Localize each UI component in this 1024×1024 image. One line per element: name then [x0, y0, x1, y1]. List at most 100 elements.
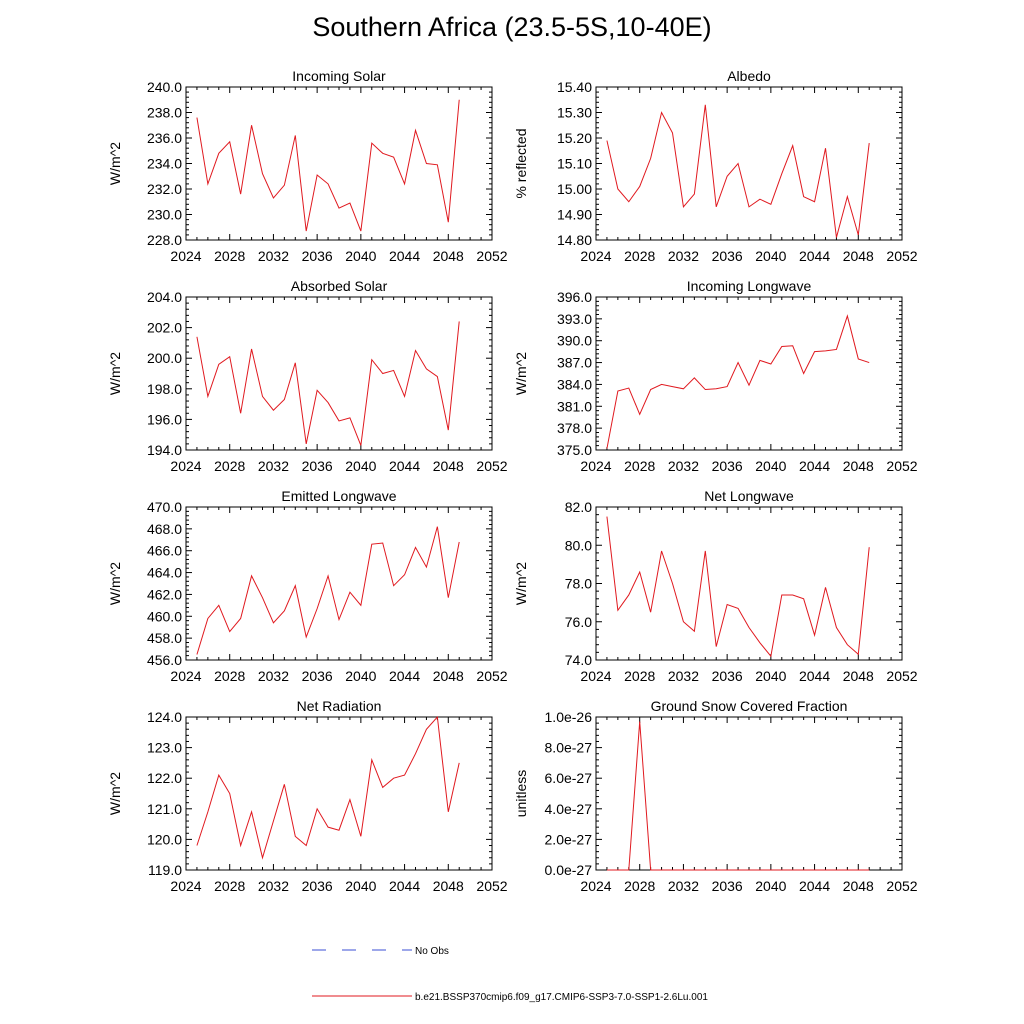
- y-tick-label: 236.0: [147, 130, 182, 146]
- y-tick-label: 378.0: [557, 420, 592, 436]
- y-tick-label: 230.0: [147, 207, 182, 223]
- y-axis-label: W/m^2: [107, 142, 123, 185]
- x-tick-label: 2028: [624, 248, 655, 264]
- y-tick-label: 15.30: [557, 105, 592, 121]
- x-tick-label: 2048: [433, 668, 464, 684]
- series-line-0: [196, 715, 460, 860]
- y-tick-label: 198.0: [147, 381, 182, 397]
- plot-frame: [185, 86, 493, 241]
- y-tick-label: 15.40: [557, 79, 592, 95]
- y-tick-label: 456.0: [147, 652, 182, 668]
- y-tick-label: 1.0e-26: [545, 709, 593, 725]
- chart-panel-5: Net Longwave 2024 2028 2032 2036 2040 2044 2048…: [513, 488, 918, 684]
- x-tick-label: 2036: [302, 458, 333, 474]
- y-tick-label: 381.0: [557, 398, 592, 414]
- y-tick-label: 80.0: [565, 537, 592, 553]
- y-tick-label: 384.0: [557, 376, 592, 392]
- plot-frame: [595, 506, 903, 661]
- x-tick-label: 2048: [843, 878, 874, 894]
- y-tick-label: 204.0: [147, 289, 182, 305]
- x-tick-label: 2044: [389, 458, 420, 474]
- x-tick-label: 2036: [712, 668, 743, 684]
- y-axis-label: % reflected: [513, 128, 529, 198]
- x-tick-label: 2040: [345, 878, 376, 894]
- y-tick-label: 76.0: [565, 614, 592, 630]
- y-tick-label: 0.0e-27: [545, 862, 593, 878]
- y-tick-label: 124.0: [147, 709, 182, 725]
- y-tick-label: 468.0: [147, 521, 182, 537]
- y-tick-label: 240.0: [147, 79, 182, 95]
- chart-panels: Incoming Solar 2024 2028 2032 2036 2040 2044 20…: [107, 68, 918, 894]
- series-line-0: [196, 99, 460, 232]
- legend-obs-label: No Obs: [415, 946, 449, 957]
- panel-title: Absorbed Solar: [291, 278, 388, 294]
- plot-frame: [595, 296, 903, 451]
- x-tick-label: 2028: [624, 668, 655, 684]
- x-tick-label: 2044: [389, 248, 420, 264]
- panel-title: Net Longwave: [704, 488, 794, 504]
- x-tick-label: 2032: [258, 668, 289, 684]
- x-tick-label: 2044: [799, 878, 830, 894]
- y-tick-label: 470.0: [147, 499, 182, 515]
- panel-title: Emitted Longwave: [281, 488, 396, 504]
- panel-title: Incoming Longwave: [687, 278, 812, 294]
- y-axis-label: W/m^2: [107, 562, 123, 605]
- x-tick-label: 2024: [580, 248, 611, 264]
- y-tick-label: 234.0: [147, 156, 182, 172]
- x-tick-label: 2036: [712, 878, 743, 894]
- x-tick-label: 2052: [476, 248, 507, 264]
- x-tick-label: 2040: [345, 458, 376, 474]
- y-tick-label: 462.0: [147, 586, 182, 602]
- plot-frame: [595, 716, 903, 871]
- panel-title: Incoming Solar: [292, 68, 386, 84]
- y-axis-label: unitless: [513, 770, 529, 817]
- series-line-0: [606, 104, 870, 238]
- y-tick-label: 194.0: [147, 442, 182, 458]
- x-tick-label: 2044: [799, 248, 830, 264]
- x-tick-label: 2028: [214, 668, 245, 684]
- chart-panel-4: Emitted Longwave 2024 2028 2032 2036 2040 2044…: [107, 488, 508, 684]
- y-tick-label: 200.0: [147, 350, 182, 366]
- panel-title: Ground Snow Covered Fraction: [651, 698, 848, 714]
- y-axis-label: W/m^2: [513, 352, 529, 395]
- x-tick-label: 2032: [668, 458, 699, 474]
- chart-panel-1: Albedo 2024 2028 2032 2036 2040 2044 2048 2052 14…: [513, 68, 918, 264]
- y-tick-label: 196.0: [147, 411, 182, 427]
- y-tick-label: 120.0: [147, 831, 182, 847]
- x-tick-label: 2040: [345, 668, 376, 684]
- x-tick-label: 2040: [345, 248, 376, 264]
- x-tick-label: 2052: [476, 458, 507, 474]
- x-tick-label: 2032: [668, 878, 699, 894]
- x-tick-label: 2024: [170, 248, 201, 264]
- plot-frame: [595, 86, 903, 241]
- series-line-0: [606, 314, 870, 449]
- x-tick-label: 2052: [886, 668, 917, 684]
- y-tick-label: 228.0: [147, 232, 182, 248]
- x-tick-label: 2036: [302, 248, 333, 264]
- y-tick-label: 6.0e-27: [545, 770, 593, 786]
- legend-model-label: b.e21.BSSP370cmip6.f09_g17.CMIP6-SSP3-7.…: [415, 992, 708, 1003]
- x-tick-label: 2024: [170, 458, 201, 474]
- y-axis-label: W/m^2: [513, 562, 529, 605]
- y-tick-label: 390.0: [557, 333, 592, 349]
- x-tick-label: 2052: [886, 878, 917, 894]
- y-tick-label: 202.0: [147, 320, 182, 336]
- y-tick-label: 393.0: [557, 311, 592, 327]
- x-tick-label: 2044: [799, 458, 830, 474]
- y-tick-label: 15.10: [557, 156, 592, 172]
- x-tick-label: 2040: [755, 248, 786, 264]
- x-tick-label: 2036: [712, 248, 743, 264]
- panel-title: Albedo: [727, 68, 771, 84]
- y-tick-label: 14.80: [557, 232, 592, 248]
- y-tick-label: 123.0: [147, 740, 182, 756]
- y-tick-label: 122.0: [147, 770, 182, 786]
- x-tick-label: 2032: [258, 248, 289, 264]
- x-tick-label: 2052: [476, 878, 507, 894]
- series-line-0: [196, 321, 460, 446]
- x-tick-label: 2024: [170, 668, 201, 684]
- x-tick-label: 2048: [433, 458, 464, 474]
- y-tick-label: 4.0e-27: [545, 801, 593, 817]
- y-tick-label: 458.0: [147, 630, 182, 646]
- y-tick-label: 460.0: [147, 608, 182, 624]
